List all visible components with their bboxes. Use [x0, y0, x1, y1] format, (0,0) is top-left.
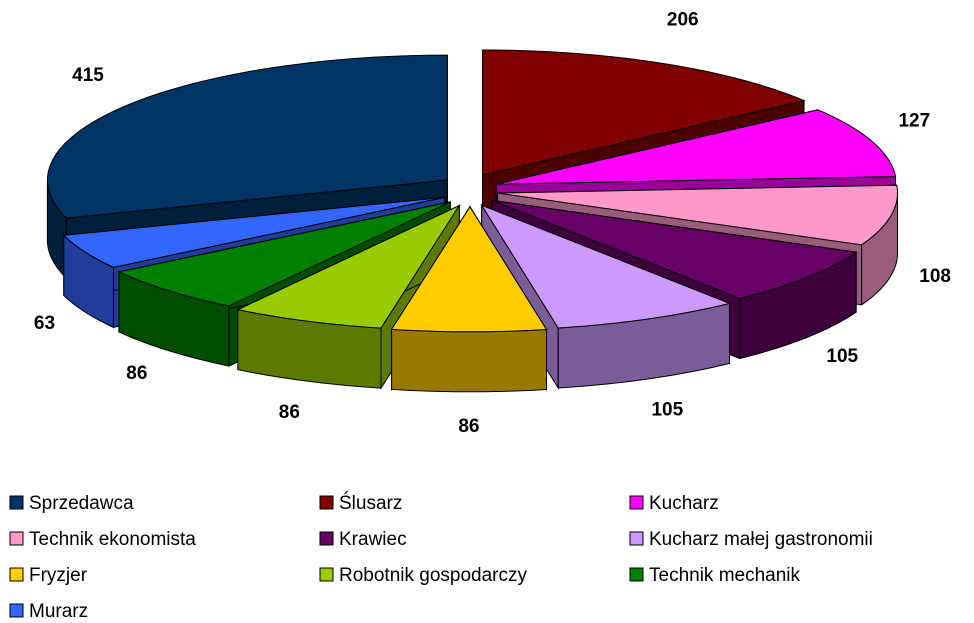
legend-swatch: [9, 603, 24, 618]
slice-top: [497, 184, 899, 246]
data-label: 105: [651, 399, 683, 420]
legend-label: Technik mechanik: [649, 565, 801, 586]
slice-top: [62, 196, 445, 268]
slice: [390, 205, 548, 393]
legend-swatch: [629, 531, 644, 546]
legend-label: Fryzjer: [29, 565, 88, 586]
legend-swatch: [9, 495, 24, 510]
slice-wall: [391, 328, 547, 393]
data-label: 127: [898, 110, 930, 131]
data-label: 86: [279, 402, 300, 423]
legend-swatch: [9, 567, 24, 582]
legend-label: Ślusarz: [339, 492, 402, 514]
slice-top: [482, 49, 806, 176]
legend-label: Sprzedawca: [29, 493, 134, 514]
legend-label: Murarz: [29, 601, 88, 622]
legend-swatch: [319, 531, 334, 546]
legend-swatch: [319, 495, 334, 510]
data-label: 415: [72, 65, 104, 86]
slice-top: [117, 201, 451, 307]
slice-top: [480, 204, 732, 329]
slice-top: [46, 54, 448, 219]
legend-label: Robotnik gospodarczy: [339, 565, 527, 586]
data-label: 86: [126, 363, 147, 384]
legend-swatch: [629, 495, 644, 510]
legend-label: Kucharz małej gastronomii: [649, 529, 873, 550]
data-label: 86: [458, 416, 479, 437]
legend-label: Technik ekonomista: [29, 529, 196, 550]
slice-top: [496, 109, 897, 185]
slice-top: [236, 204, 461, 329]
data-label: 63: [34, 313, 55, 334]
legend-swatch: [629, 567, 644, 582]
slice-top: [491, 199, 858, 300]
slice-top: [390, 205, 548, 333]
legend-label: Kucharz: [649, 493, 719, 514]
legend-swatch: [9, 531, 24, 546]
data-label: 105: [826, 346, 858, 367]
data-label: 206: [667, 10, 699, 31]
data-label: 108: [919, 266, 951, 287]
slice: [236, 203, 461, 390]
legend-label: Krawiec: [339, 529, 407, 550]
legend-swatch: [319, 567, 334, 582]
